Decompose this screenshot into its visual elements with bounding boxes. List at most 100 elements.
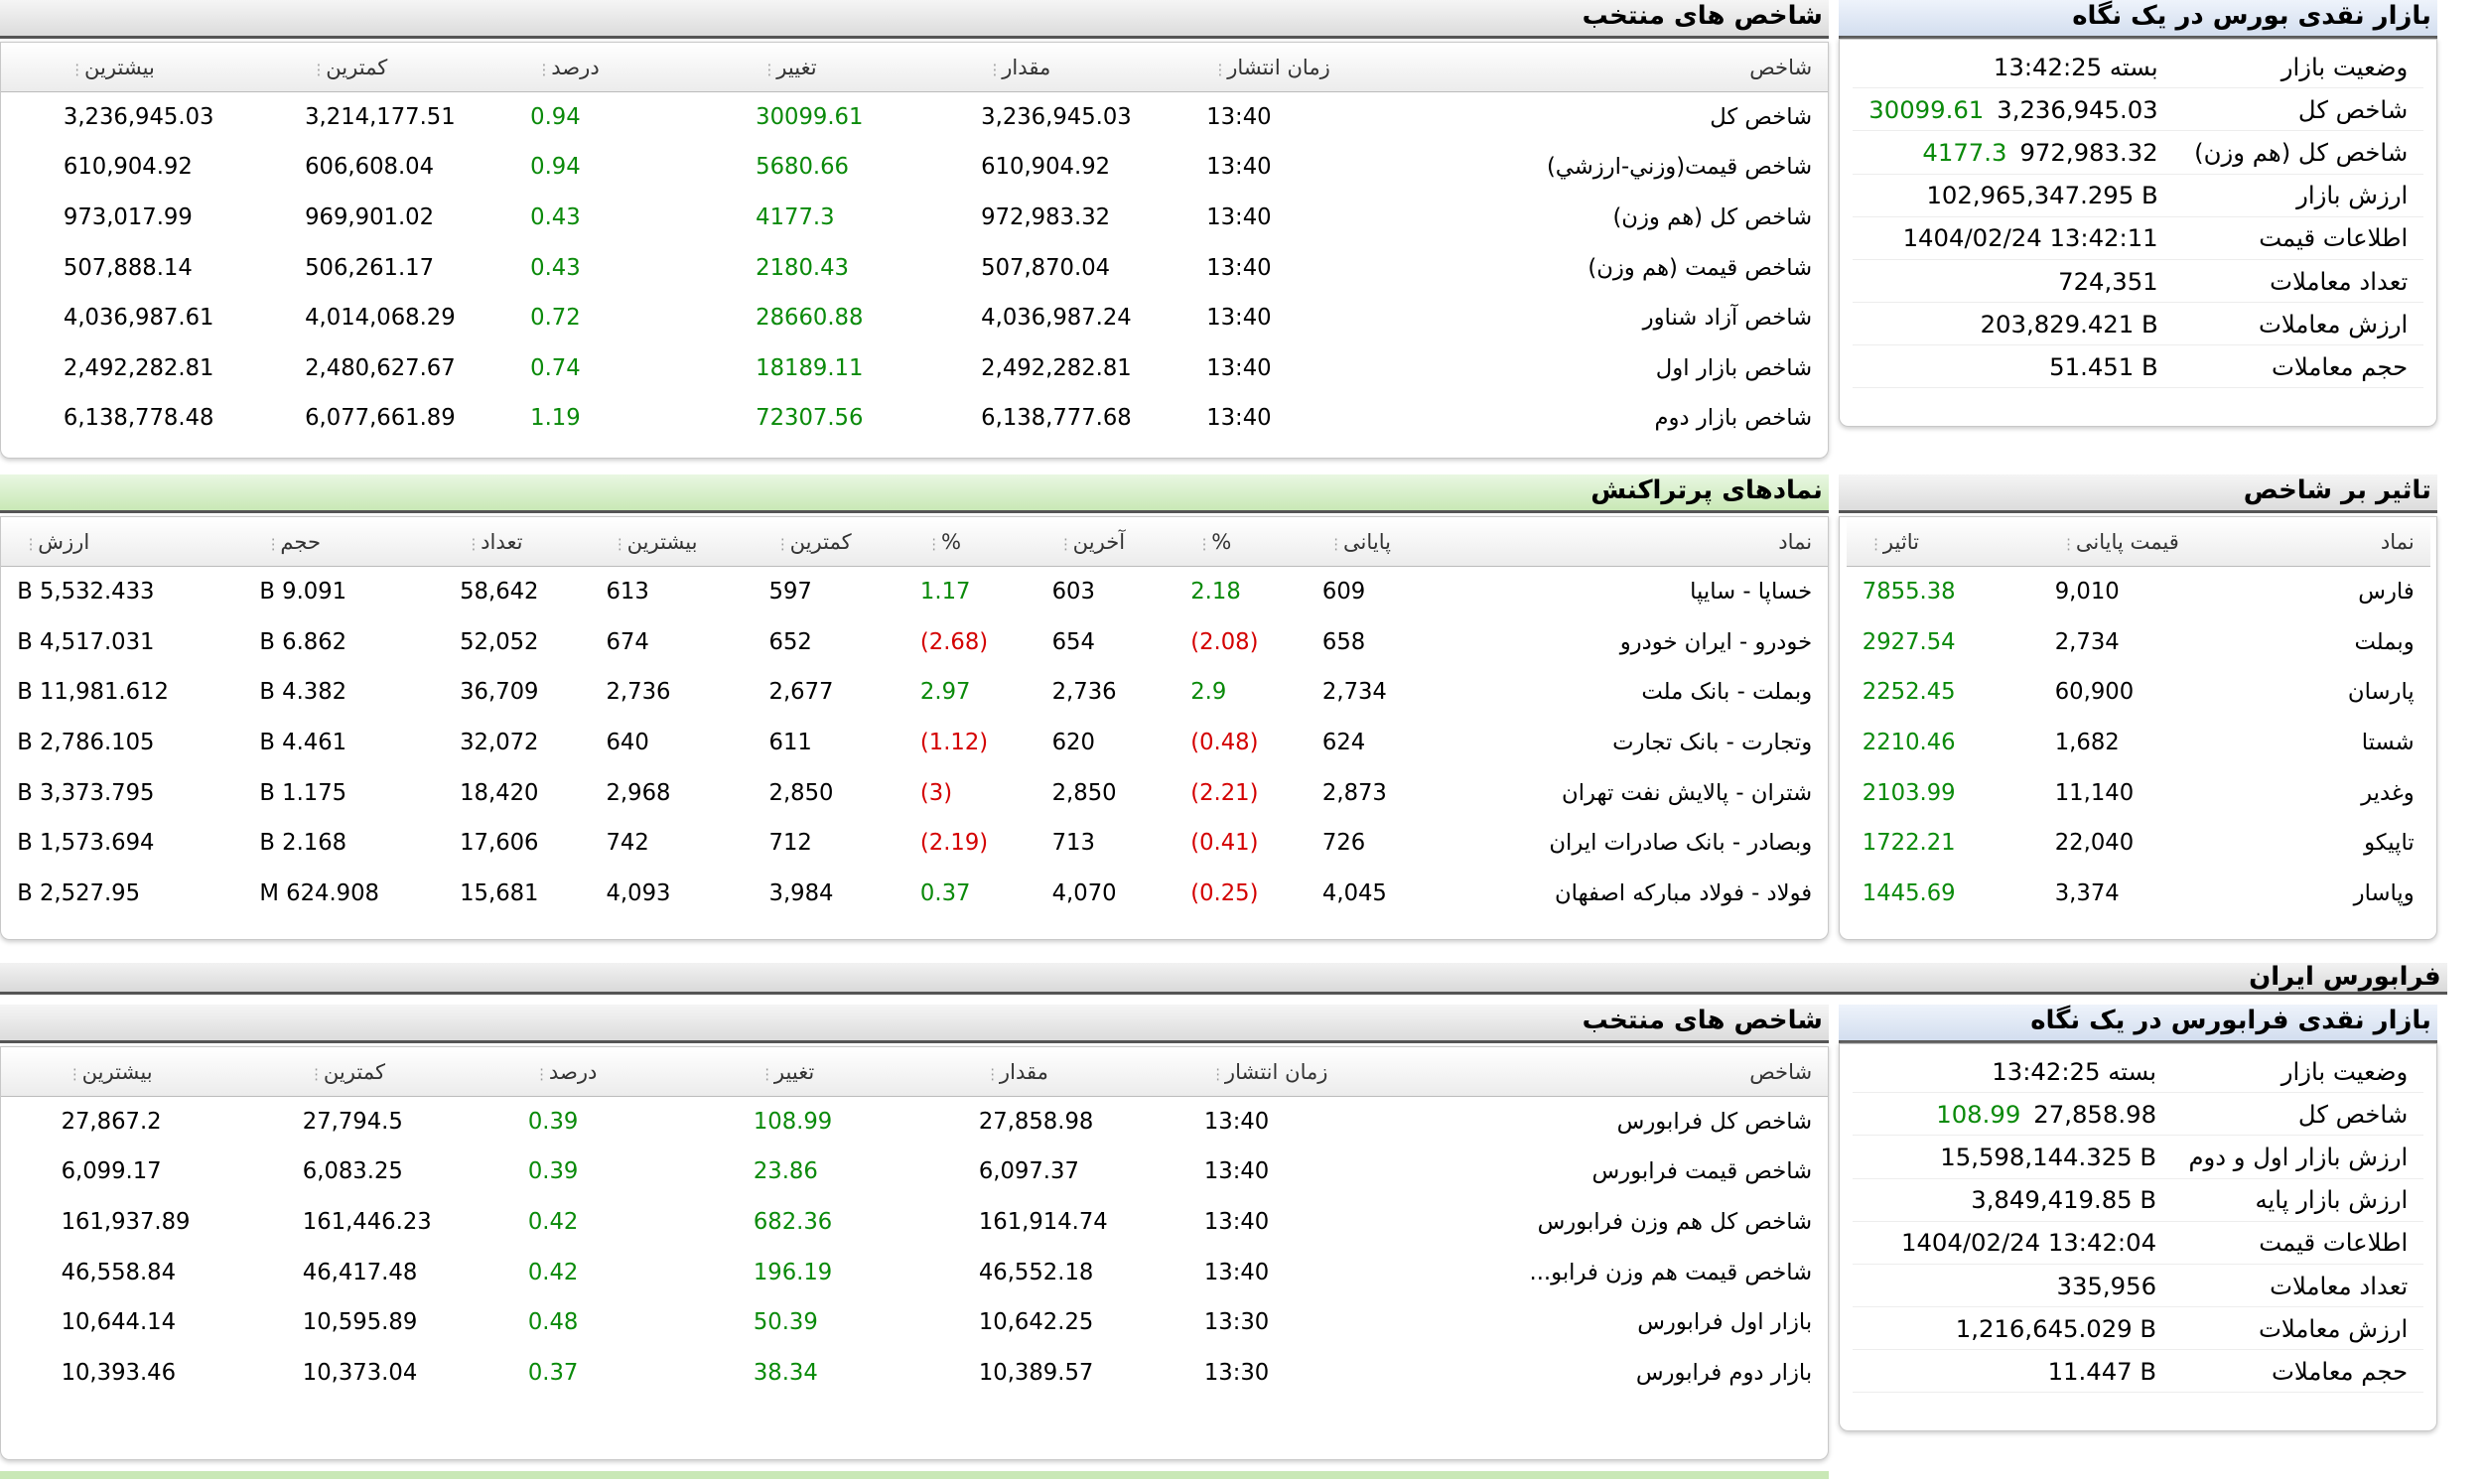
glance-change: 30099.61	[1868, 94, 1985, 124]
glance-label: ارزش بازار پایه	[2255, 1185, 2409, 1215]
col-header-label: نماد	[2380, 529, 2415, 555]
sort-icon: ⋮	[985, 1065, 1000, 1083]
table-cell: 2.18	[1190, 579, 1241, 606]
col-header: تعداد⋮	[443, 517, 591, 567]
bourse-glance-title: بازار نقدی بورس در یک نگاه	[1839, 0, 2438, 39]
glance-row: تعداد معاملات 724,351	[1853, 259, 2424, 303]
fara-section-header: فرابورس ایران	[0, 962, 2448, 996]
table-cell: 973,017.99	[63, 204, 193, 231]
col-header: زمان انتشار⋮	[1189, 42, 1400, 92]
col-header: بیشترین⋮	[47, 42, 289, 92]
table-cell: 23.86	[753, 1158, 818, 1185]
table-cell: 3,236,945.03	[63, 103, 214, 130]
sort-icon: ⋮	[1212, 61, 1228, 78]
table-row[interactable]: وبملت - بانک ملت 2,734 2.9 2,736 2.97 2,677 2,…	[1, 667, 1828, 718]
col-header: %⋮	[1174, 517, 1307, 567]
table-cell: 11,140	[2054, 779, 2135, 806]
table-cell: (0.48)	[1190, 730, 1259, 756]
table-row[interactable]: خودرو - ایران خودرو 658 (2.08) 654 (2.68) 652…	[1, 617, 1828, 668]
table-row[interactable]: فارس 9,010 7855.38	[1847, 566, 2430, 616]
table-cell: 4177.3	[756, 204, 835, 231]
table-cell: 674	[606, 628, 649, 655]
table-row[interactable]: وبملت 2,734 2927.54	[1847, 617, 2430, 668]
col-header-label: قیمت پایانی	[2075, 529, 2179, 555]
table-cell: 2180.43	[756, 254, 849, 281]
table-row[interactable]: شاخص آزاد شناور 13:40 4,036,987.24 28660.88…	[1, 293, 1828, 343]
table-row[interactable]: فولاد - فولاد مبارکه اصفهان 4,045 (0.25) 4,…	[1, 869, 1828, 919]
table-cell: 15,681	[460, 879, 539, 906]
glance-row: ارزش بازار پایه 3,849,419.85 B	[1853, 1178, 2424, 1222]
table-cell: 1445.69	[1862, 879, 1956, 906]
table-row[interactable]: شاخص کل (هم وزن) 13:40 972,983.32 4177.3 0.4…	[1, 193, 1828, 243]
col-header-label: %	[940, 529, 962, 555]
table-row[interactable]: شاخص قیمت هم وزن فرابو... 13:40 46,552.18 1…	[1, 1247, 1828, 1297]
glance-label: ارزش بازار اول و دوم	[2188, 1143, 2409, 1172]
fara-glance-panel: بازار نقدی فرابورس در یک نگاه وضعیت بازا…	[1839, 1005, 2438, 1431]
table-row[interactable]: وبصادر - بانک صادرات ایران 726 (0.41) 713 (2…	[1, 818, 1828, 869]
table-cell: 10,389.57	[978, 1359, 1094, 1386]
col-header-label: تغییر	[776, 54, 817, 79]
table-cell: 13:40	[1203, 1209, 1270, 1236]
col-header-label: آخرین	[1072, 529, 1126, 555]
col-header: مقدار⋮	[962, 1046, 1188, 1097]
sort-icon: ⋮	[2061, 536, 2076, 554]
table-cell: 72307.56	[756, 405, 864, 432]
table-cell-spacer	[1, 1197, 45, 1248]
table-row[interactable]: وپاسار 3,374 1445.69	[1847, 869, 2430, 919]
table-cell: 58,642	[460, 579, 539, 606]
table-cell: 3,984	[768, 879, 834, 906]
glance-label: وضعیت بازار	[2280, 1056, 2409, 1086]
table-row[interactable]: وتجارت - بانک تجارت 624 (0.48) 620 (1.12) 611…	[1, 718, 1828, 768]
table-row[interactable]: شاخص کل 13:40 3,236,945.03 30099.61 0.94 3,21…	[1, 91, 1828, 142]
table-cell: 654	[1051, 628, 1095, 655]
table-row[interactable]: بازار دوم فرابورس 13:30 10,389.57 38.34 0.37…	[1, 1348, 1828, 1399]
table-cell: 2103.99	[1862, 779, 1956, 806]
table-cell: 0.94	[530, 154, 581, 181]
table-row[interactable]: شاخص بازار اول 13:40 2,492,282.81 18189.11 0…	[1, 343, 1828, 394]
table-cell: 624.908 M	[259, 879, 379, 906]
table-row[interactable]: تاپیکو 22,040 1722.21	[1847, 818, 2430, 869]
glance-value-cell: 51.451 B	[1853, 345, 2174, 388]
table-cell: وپاسار	[2353, 879, 2415, 906]
col-header: %⋮	[903, 517, 1036, 567]
table-cell: شاخص کل (هم وزن)	[1612, 204, 1813, 231]
table-row[interactable]: شاخص بازار دوم 13:40 6,138,777.68 72307.56 1…	[1, 393, 1828, 444]
col-header-label: تعداد	[481, 529, 523, 555]
table-cell: 6,138,778.48	[63, 405, 214, 432]
table-row[interactable]: خساپا - سایپا 609 2.18 603 1.17 597 613 58,642 9…	[1, 566, 1828, 616]
table-cell-spacer	[1, 242, 48, 293]
glance-row: تعداد معاملات 335,956	[1853, 1264, 2424, 1307]
table-row[interactable]: پارسان 60,900 2252.45	[1847, 667, 2430, 718]
table-row[interactable]: شاخص کل هم وزن فرابورس 13:40 161,914.74 682…	[1, 1197, 1828, 1248]
table-cell: فارس	[2358, 579, 2415, 606]
table-row[interactable]: شستا 1,682 2210.46	[1847, 718, 2430, 768]
col-header-label: ارزش	[38, 529, 90, 555]
table-row[interactable]: وغدیر 11,140 2103.99	[1847, 767, 2430, 818]
sort-icon: ⋮	[1868, 536, 1883, 554]
glance-value-cell: 203,829.421 B	[1853, 303, 2174, 345]
col-header-label: تاثیر	[1882, 529, 1919, 555]
table-row[interactable]: شاخص قیمت فرابورس 13:40 6,097.37 23.86 0.39 6…	[1, 1147, 1828, 1197]
glance-value: بسته 13:42:25	[1992, 1056, 2157, 1086]
glance-row: ارزش معاملات 203,829.421 B	[1853, 303, 2424, 345]
glance-label: شاخص کل	[2297, 94, 2409, 124]
glance-value-cell: 11.447 B	[1853, 1350, 2172, 1393]
table-row[interactable]: شاخص قیمت(وزني-ارزشي) 13:40 610,904.92 5680…	[1, 142, 1828, 193]
table-cell: وتجارت - بانک تجارت	[1612, 730, 1813, 756]
col-header: کمترین⋮	[753, 517, 904, 567]
table-cell: شاخص قیمت(وزني-ارزشي)	[1546, 154, 1813, 181]
table-cell: 2252.45	[1862, 679, 1956, 706]
glance-change: 108.99	[1936, 1099, 2021, 1129]
table-row[interactable]: شاخص قیمت (هم وزن) 13:40 507,870.04 2180.43…	[1, 242, 1828, 293]
table-cell: 27,794.5	[302, 1108, 403, 1135]
table-row[interactable]: شتران - پالایش نفت تهران 2,873 (2.21) 2,850…	[1, 767, 1828, 818]
table-row[interactable]: شاخص کل فرابورس 13:40 27,858.98 108.99 0.39 2…	[1, 1096, 1828, 1147]
table-row[interactable]: بازار اول فرابورس 13:30 10,642.25 50.39 0.48…	[1, 1297, 1828, 1348]
table-cell: 22,040	[2054, 830, 2135, 857]
table-cell: پارسان	[2347, 679, 2415, 706]
glance-row: وضعیت بازار بسته 13:42:25	[1853, 46, 2424, 88]
col-header: نماد	[1439, 517, 1829, 567]
glance-row: ارزش بازار 102,965,347.295 B	[1853, 174, 2424, 217]
glance-value-cell: 3,849,419.85 B	[1853, 1178, 2172, 1221]
